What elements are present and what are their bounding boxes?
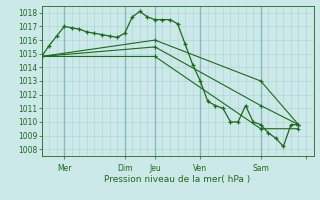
X-axis label: Pression niveau de la mer( hPa ): Pression niveau de la mer( hPa ) — [104, 175, 251, 184]
